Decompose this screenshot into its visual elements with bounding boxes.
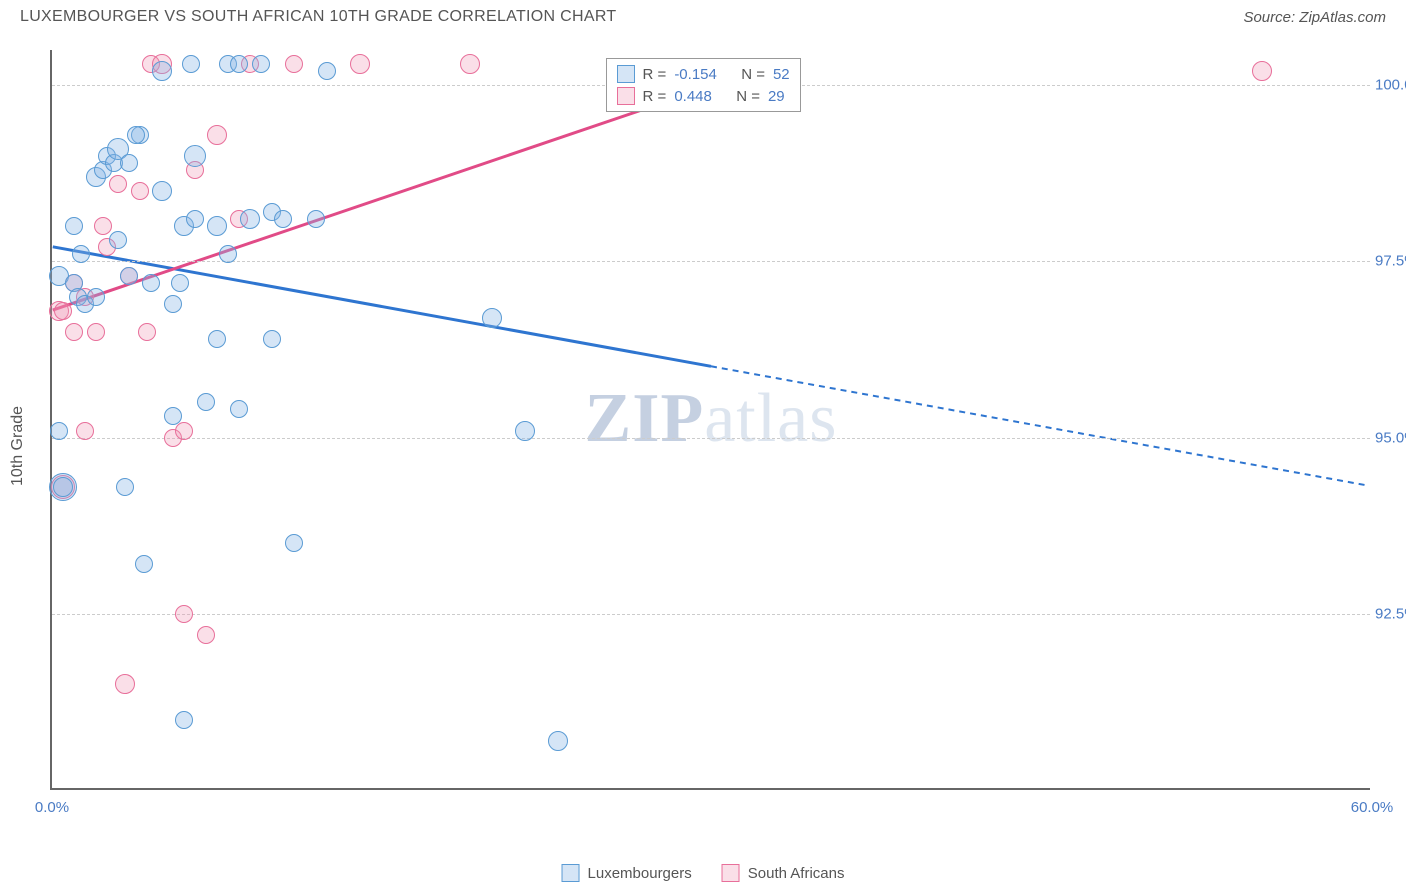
scatter-point-pink: [197, 626, 215, 644]
watermark: ZIPatlas: [585, 379, 838, 459]
scatter-point-pink: [94, 217, 112, 235]
scatter-point-blue: [230, 400, 248, 418]
scatter-point-pink: [138, 323, 156, 341]
chart-title: LUXEMBOURGER VS SOUTH AFRICAN 10TH GRADE…: [20, 8, 616, 26]
scatter-point-blue: [65, 217, 83, 235]
scatter-point-blue: [142, 274, 160, 292]
scatter-point-blue: [127, 126, 145, 144]
scatter-point-pink: [285, 55, 303, 73]
scatter-point-blue: [285, 534, 303, 552]
y-tick-label: 100.0%: [1375, 77, 1406, 94]
x-tick-label: 60.0%: [1351, 799, 1394, 816]
scatter-point-blue: [197, 393, 215, 411]
legend-swatch: [562, 864, 580, 882]
y-axis-label: 10th Grade: [9, 406, 27, 486]
scatter-point-blue: [207, 216, 227, 236]
y-tick-label: 97.5%: [1375, 253, 1406, 270]
scatter-point-blue: [318, 62, 336, 80]
scatter-point-pink: [76, 422, 94, 440]
legend: Luxembourgers South Africans: [562, 864, 845, 882]
scatter-point-pink: [1252, 61, 1272, 81]
scatter-point-blue: [152, 61, 172, 81]
y-tick-label: 95.0%: [1375, 429, 1406, 446]
legend-item-pink: South Africans: [722, 864, 845, 882]
scatter-point-blue: [135, 555, 153, 573]
scatter-point-blue: [116, 478, 134, 496]
scatter-point-blue: [152, 181, 172, 201]
scatter-point-pink: [87, 323, 105, 341]
scatter-point-blue: [120, 267, 138, 285]
scatter-point-blue: [109, 231, 127, 249]
scatter-point-pink: [175, 422, 193, 440]
scatter-point-blue: [219, 245, 237, 263]
chart-plot-area: ZIPatlas 92.5%95.0%97.5%100.0%0.0%60.0%R…: [50, 50, 1370, 790]
scatter-point-blue: [230, 55, 248, 73]
legend-item-blue: Luxembourgers: [562, 864, 692, 882]
scatter-point-blue: [175, 711, 193, 729]
scatter-point-pink: [207, 125, 227, 145]
scatter-point-blue: [515, 421, 535, 441]
scatter-point-pink: [175, 605, 193, 623]
gridline: [52, 261, 1370, 262]
regression-lines: [52, 50, 1370, 788]
source-attribution: Source: ZipAtlas.com: [1243, 9, 1386, 26]
gridline: [52, 438, 1370, 439]
stats-row-blue: R = -0.154 N = 52: [617, 63, 790, 85]
scatter-point-pink: [54, 302, 72, 320]
scatter-point-blue: [208, 330, 226, 348]
legend-label: Luxembourgers: [588, 865, 692, 882]
scatter-point-blue: [164, 295, 182, 313]
legend-swatch: [722, 864, 740, 882]
legend-label: South Africans: [748, 865, 845, 882]
scatter-point-pink: [109, 175, 127, 193]
scatter-point-blue: [53, 477, 73, 497]
scatter-point-blue: [274, 210, 292, 228]
scatter-point-blue: [164, 407, 182, 425]
scatter-point-pink: [460, 54, 480, 74]
scatter-point-blue: [482, 308, 502, 328]
scatter-point-blue: [186, 210, 204, 228]
scatter-point-blue: [252, 55, 270, 73]
correlation-stats-box: R = -0.154 N = 52R = 0.448 N = 29: [606, 58, 801, 112]
scatter-point-blue: [184, 145, 206, 167]
scatter-point-pink: [115, 674, 135, 694]
scatter-point-blue: [548, 731, 568, 751]
scatter-point-blue: [120, 154, 138, 172]
scatter-point-blue: [50, 422, 68, 440]
scatter-point-blue: [263, 330, 281, 348]
scatter-point-pink: [65, 323, 83, 341]
scatter-point-blue: [87, 288, 105, 306]
x-tick-label: 0.0%: [35, 799, 69, 816]
scatter-point-blue: [240, 209, 260, 229]
scatter-point-pink: [131, 182, 149, 200]
scatter-point-blue: [171, 274, 189, 292]
stats-row-pink: R = 0.448 N = 29: [617, 85, 790, 107]
gridline: [52, 614, 1370, 615]
scatter-point-blue: [182, 55, 200, 73]
scatter-point-blue: [307, 210, 325, 228]
scatter-point-pink: [350, 54, 370, 74]
y-tick-label: 92.5%: [1375, 605, 1406, 622]
scatter-point-blue: [72, 245, 90, 263]
